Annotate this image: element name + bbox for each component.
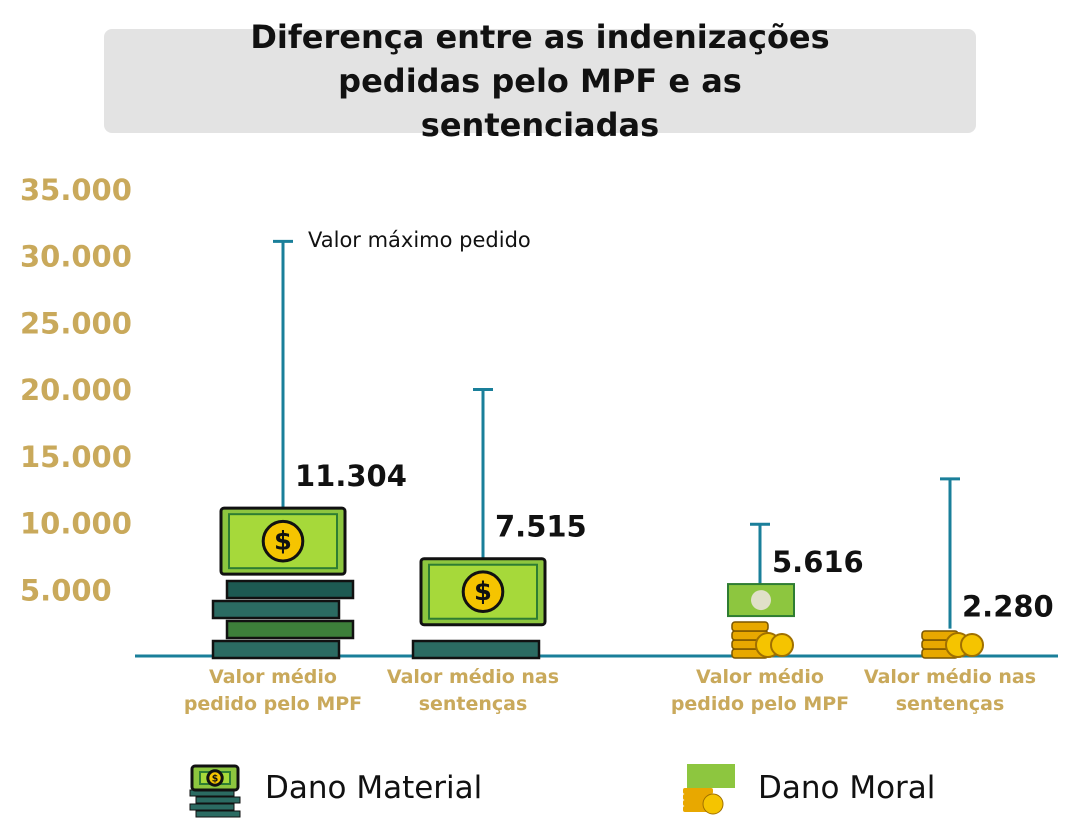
bill-coin [206,769,224,787]
value-label: 5.616 [772,545,864,579]
x-tick-label: Valor médio nas sentenças [386,666,560,715]
y-tick-label: 25.000 [20,306,132,340]
bill-coin [751,590,771,611]
coin-stack [731,621,769,632]
x-tick-label: Valor médio pedido pelo MPF [670,666,850,715]
value-label: 2.280 [962,590,1054,624]
legend-label: Dano Moral [758,770,936,806]
x-tick-label: Valor médio nas sentenças [863,666,1037,715]
legend-icon: $ [189,764,241,818]
title-box: Diferença entre as indenizações pedidas … [104,18,976,144]
x-tick-label: Valor médio pedido pelo MPF [183,666,363,715]
bill [687,764,735,788]
bill-coin [261,519,305,563]
chart-title: Diferença entre as indenizações pedidas … [250,18,830,144]
bill-stack [211,639,341,660]
bill-stack [225,619,355,640]
value-label: 11.304 [295,459,407,493]
bar [921,630,984,659]
coin [770,633,794,657]
bill-stack [411,639,541,660]
y-tick-label: 35.000 [20,173,132,207]
bill-sign: $ [274,527,292,557]
bill-stack [195,810,241,818]
y-tick-label: 10.000 [20,507,132,541]
coin [702,793,724,815]
bill-stack [211,599,341,620]
value-label: 7.515 [495,510,587,544]
bill-sign: $ [212,774,219,785]
bar: $ [211,506,355,660]
coin [960,633,984,657]
y-tick-label: 5.000 [20,573,112,607]
bar: $ [411,557,547,660]
bill-stack [189,803,235,811]
legend-icon [683,764,735,815]
y-tick-label: 15.000 [20,440,132,474]
bill-coin [461,570,505,614]
coin-stack [683,788,713,794]
bill-stack [195,796,241,804]
bill-stack [225,579,355,600]
legend-label: Dano Material [265,770,483,806]
y-tick-label: 30.000 [20,240,132,274]
y-tick-label: 20.000 [20,373,132,407]
bill-sign: $ [474,577,492,607]
annotation: Valor máximo pedido [308,228,531,252]
bar [727,583,795,659]
